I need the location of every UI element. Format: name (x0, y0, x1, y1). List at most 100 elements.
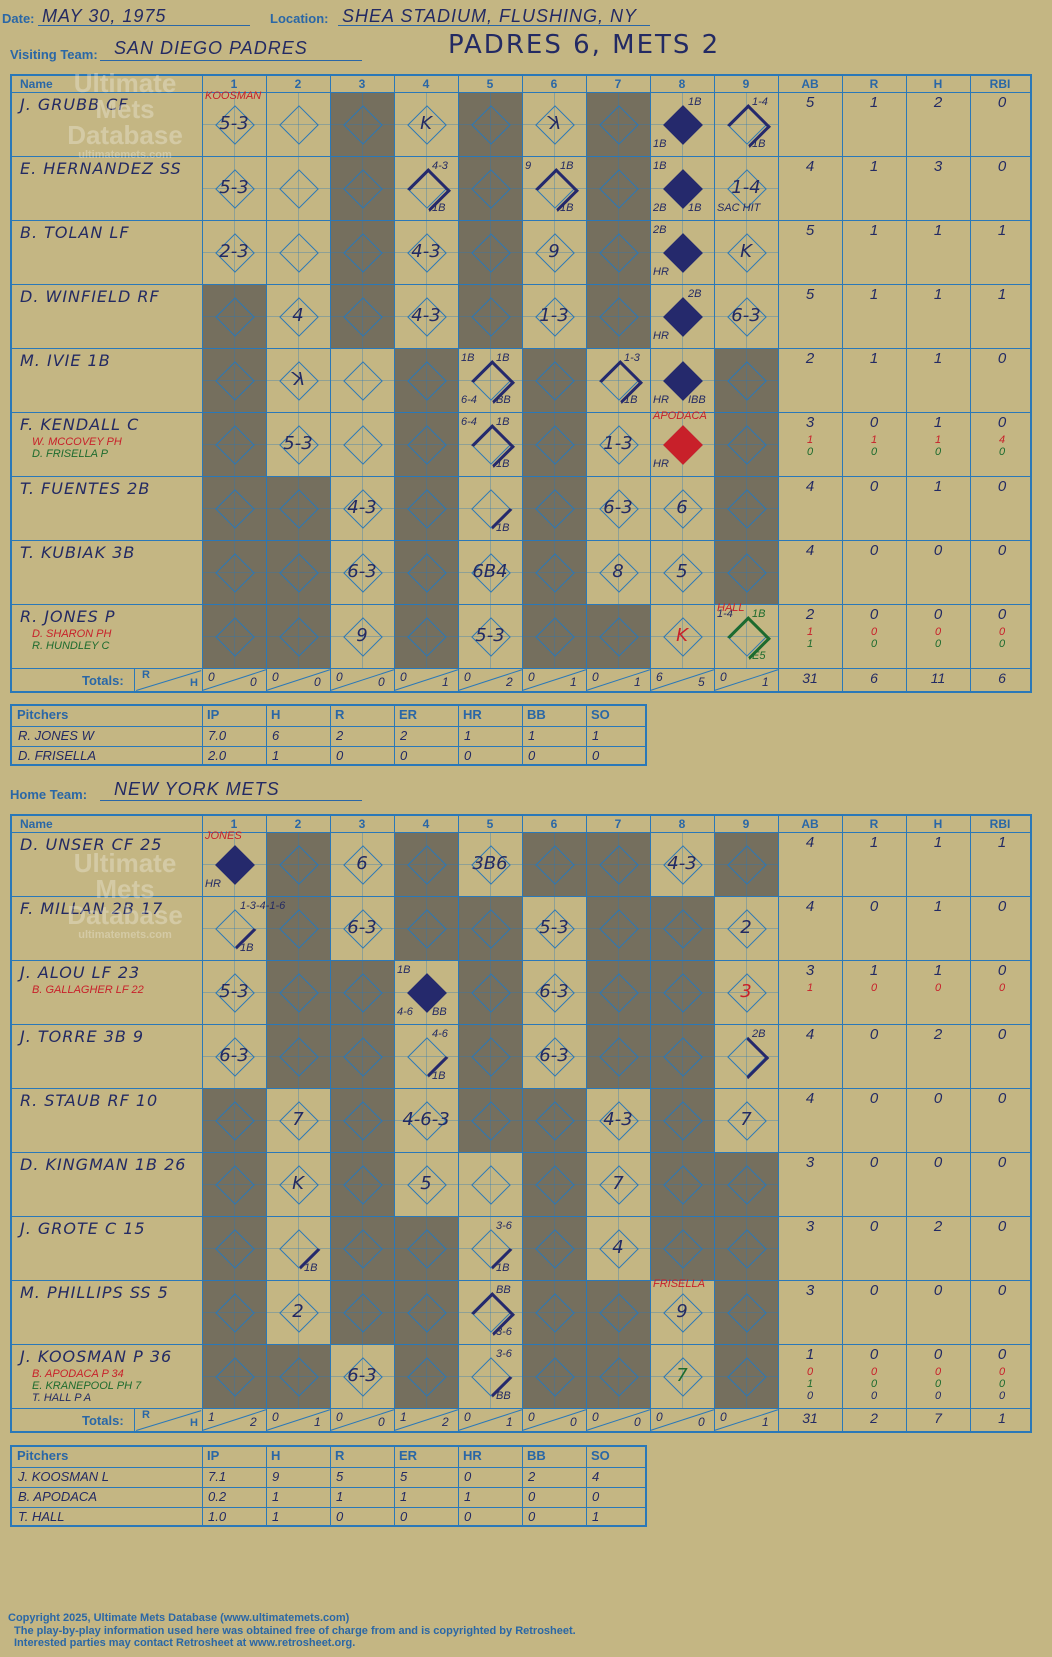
inning-shade (586, 1280, 650, 1344)
column-header-7: 7 (614, 77, 622, 91)
grid-column-line (522, 76, 523, 692)
cell-guide-v (234, 220, 235, 284)
play-annotation: 2B (653, 202, 667, 214)
cell-guide-h (714, 864, 778, 865)
cell-guide-v (746, 1088, 747, 1152)
player-stat: 1 (869, 962, 879, 979)
play-result: 5-3 (539, 917, 569, 938)
cell-guide-v (426, 1280, 427, 1344)
play-result: K (420, 113, 432, 134)
cell-guide-v (234, 540, 235, 604)
cell-guide-v (618, 348, 619, 412)
play-annotation: SAC HIT (717, 202, 761, 214)
cell-guide-h (202, 508, 266, 509)
play-result: K (740, 241, 752, 262)
pitcher-change-note: FRISELLA (653, 1278, 705, 1290)
player-stat: 0 (869, 898, 879, 915)
grid-row-line (12, 412, 1030, 413)
inning-shade (394, 604, 458, 668)
play-result: 9 (548, 241, 560, 262)
play-annotation: 6-4 (461, 416, 477, 428)
grid-row-line (12, 960, 1030, 961)
cell-guide-v (426, 604, 427, 668)
grid-column-line (650, 76, 651, 692)
cell-guide-v (746, 896, 747, 960)
cell-guide-v (490, 896, 491, 960)
cell-guide-v (554, 1024, 555, 1088)
inning-shade (202, 604, 266, 668)
play-result: 6-3 (347, 561, 377, 582)
column-header-ab: AB (801, 817, 819, 831)
pitcher-cell: J. KOOSMAN L (18, 1469, 110, 1484)
cell-guide-v (490, 92, 491, 156)
column-header-1: 1 (230, 77, 238, 91)
player-stat: 4 (805, 478, 815, 495)
play-annotation: 1B (496, 416, 510, 428)
game-total: 6 (870, 670, 878, 686)
player-stat: 0 (869, 606, 879, 623)
column-header-rbi: RBI (989, 77, 1011, 91)
grid-column-line (906, 76, 907, 692)
cell-guide-v (554, 1088, 555, 1152)
player-stat: 0 (933, 1346, 943, 1363)
substitute-stat: 0 (870, 982, 878, 994)
cell-guide-v (362, 476, 363, 540)
cell-guide-h (202, 636, 266, 637)
player-name: B. TOLAN LF (20, 223, 130, 242)
player-stat: 3 (805, 1282, 815, 1299)
grid-row-line (12, 220, 1030, 221)
pitcher-row-line (12, 726, 645, 727)
play-annotation: 3-6 (496, 1220, 512, 1232)
play-result: 6-3 (347, 917, 377, 938)
player-stat: 1 (997, 222, 1007, 239)
play-annotation: 2B (653, 224, 667, 236)
watermark-line: ultimatemets.com (78, 149, 172, 161)
player-name: J. GROTE C 15 (20, 1219, 146, 1238)
inning-shade (266, 604, 330, 668)
inning-hits: 0 (634, 1415, 641, 1429)
game-total: 11 (930, 670, 946, 686)
base-diamond (343, 361, 383, 401)
cell-guide-v (618, 284, 619, 348)
pitcher-cell: 1 (464, 1489, 472, 1504)
cell-guide-h (266, 316, 330, 317)
inning-runs: 0 (400, 670, 407, 684)
play-result: 5-3 (219, 113, 249, 134)
cell-guide-v (234, 896, 235, 960)
grid-row-line (12, 476, 1030, 477)
inning-shade (202, 348, 266, 412)
cell-guide-v (298, 348, 299, 412)
pitcher-row-line (12, 1467, 645, 1468)
cell-guide-h (266, 1184, 330, 1185)
player-stat: 4 (805, 542, 815, 559)
player-stat: 4 (805, 1026, 815, 1043)
play-result: 9 (356, 625, 368, 646)
player-stat: 1 (869, 286, 879, 303)
column-header-row: Name 1 2 3 4 5 6 7 8 9 AB R H RBI (12, 76, 1030, 92)
inning-shade (330, 1216, 394, 1280)
play-result: 2 (740, 917, 752, 938)
cell-guide-v (682, 1344, 683, 1408)
inning-shade (202, 476, 266, 540)
cell-guide-h (330, 1184, 394, 1185)
substitute-stat: 0 (870, 1378, 878, 1390)
play-annotation: HR (653, 266, 669, 278)
player-stat: 1 (869, 834, 879, 851)
inning-shade (650, 896, 714, 960)
play-annotation: IBB (688, 394, 706, 406)
play-annotation: 2B (688, 288, 702, 300)
play-annotation: 1B (496, 522, 510, 534)
player-stat: 0 (997, 158, 1007, 175)
grid-column-line (522, 816, 523, 1432)
play-annotation: 1B (560, 160, 574, 172)
play-annotation: 1B (653, 160, 667, 172)
pitcher-cell: 1 (272, 1509, 280, 1524)
player-stat: 1 (933, 834, 943, 851)
play-result: 2-3 (219, 241, 249, 262)
column-header-ab: AB (801, 77, 819, 91)
cell-guide-v (746, 284, 747, 348)
cell-guide-v (682, 896, 683, 960)
runner-path (215, 845, 255, 885)
grid-row-line (12, 1088, 1030, 1089)
cell-guide-v (490, 832, 491, 896)
